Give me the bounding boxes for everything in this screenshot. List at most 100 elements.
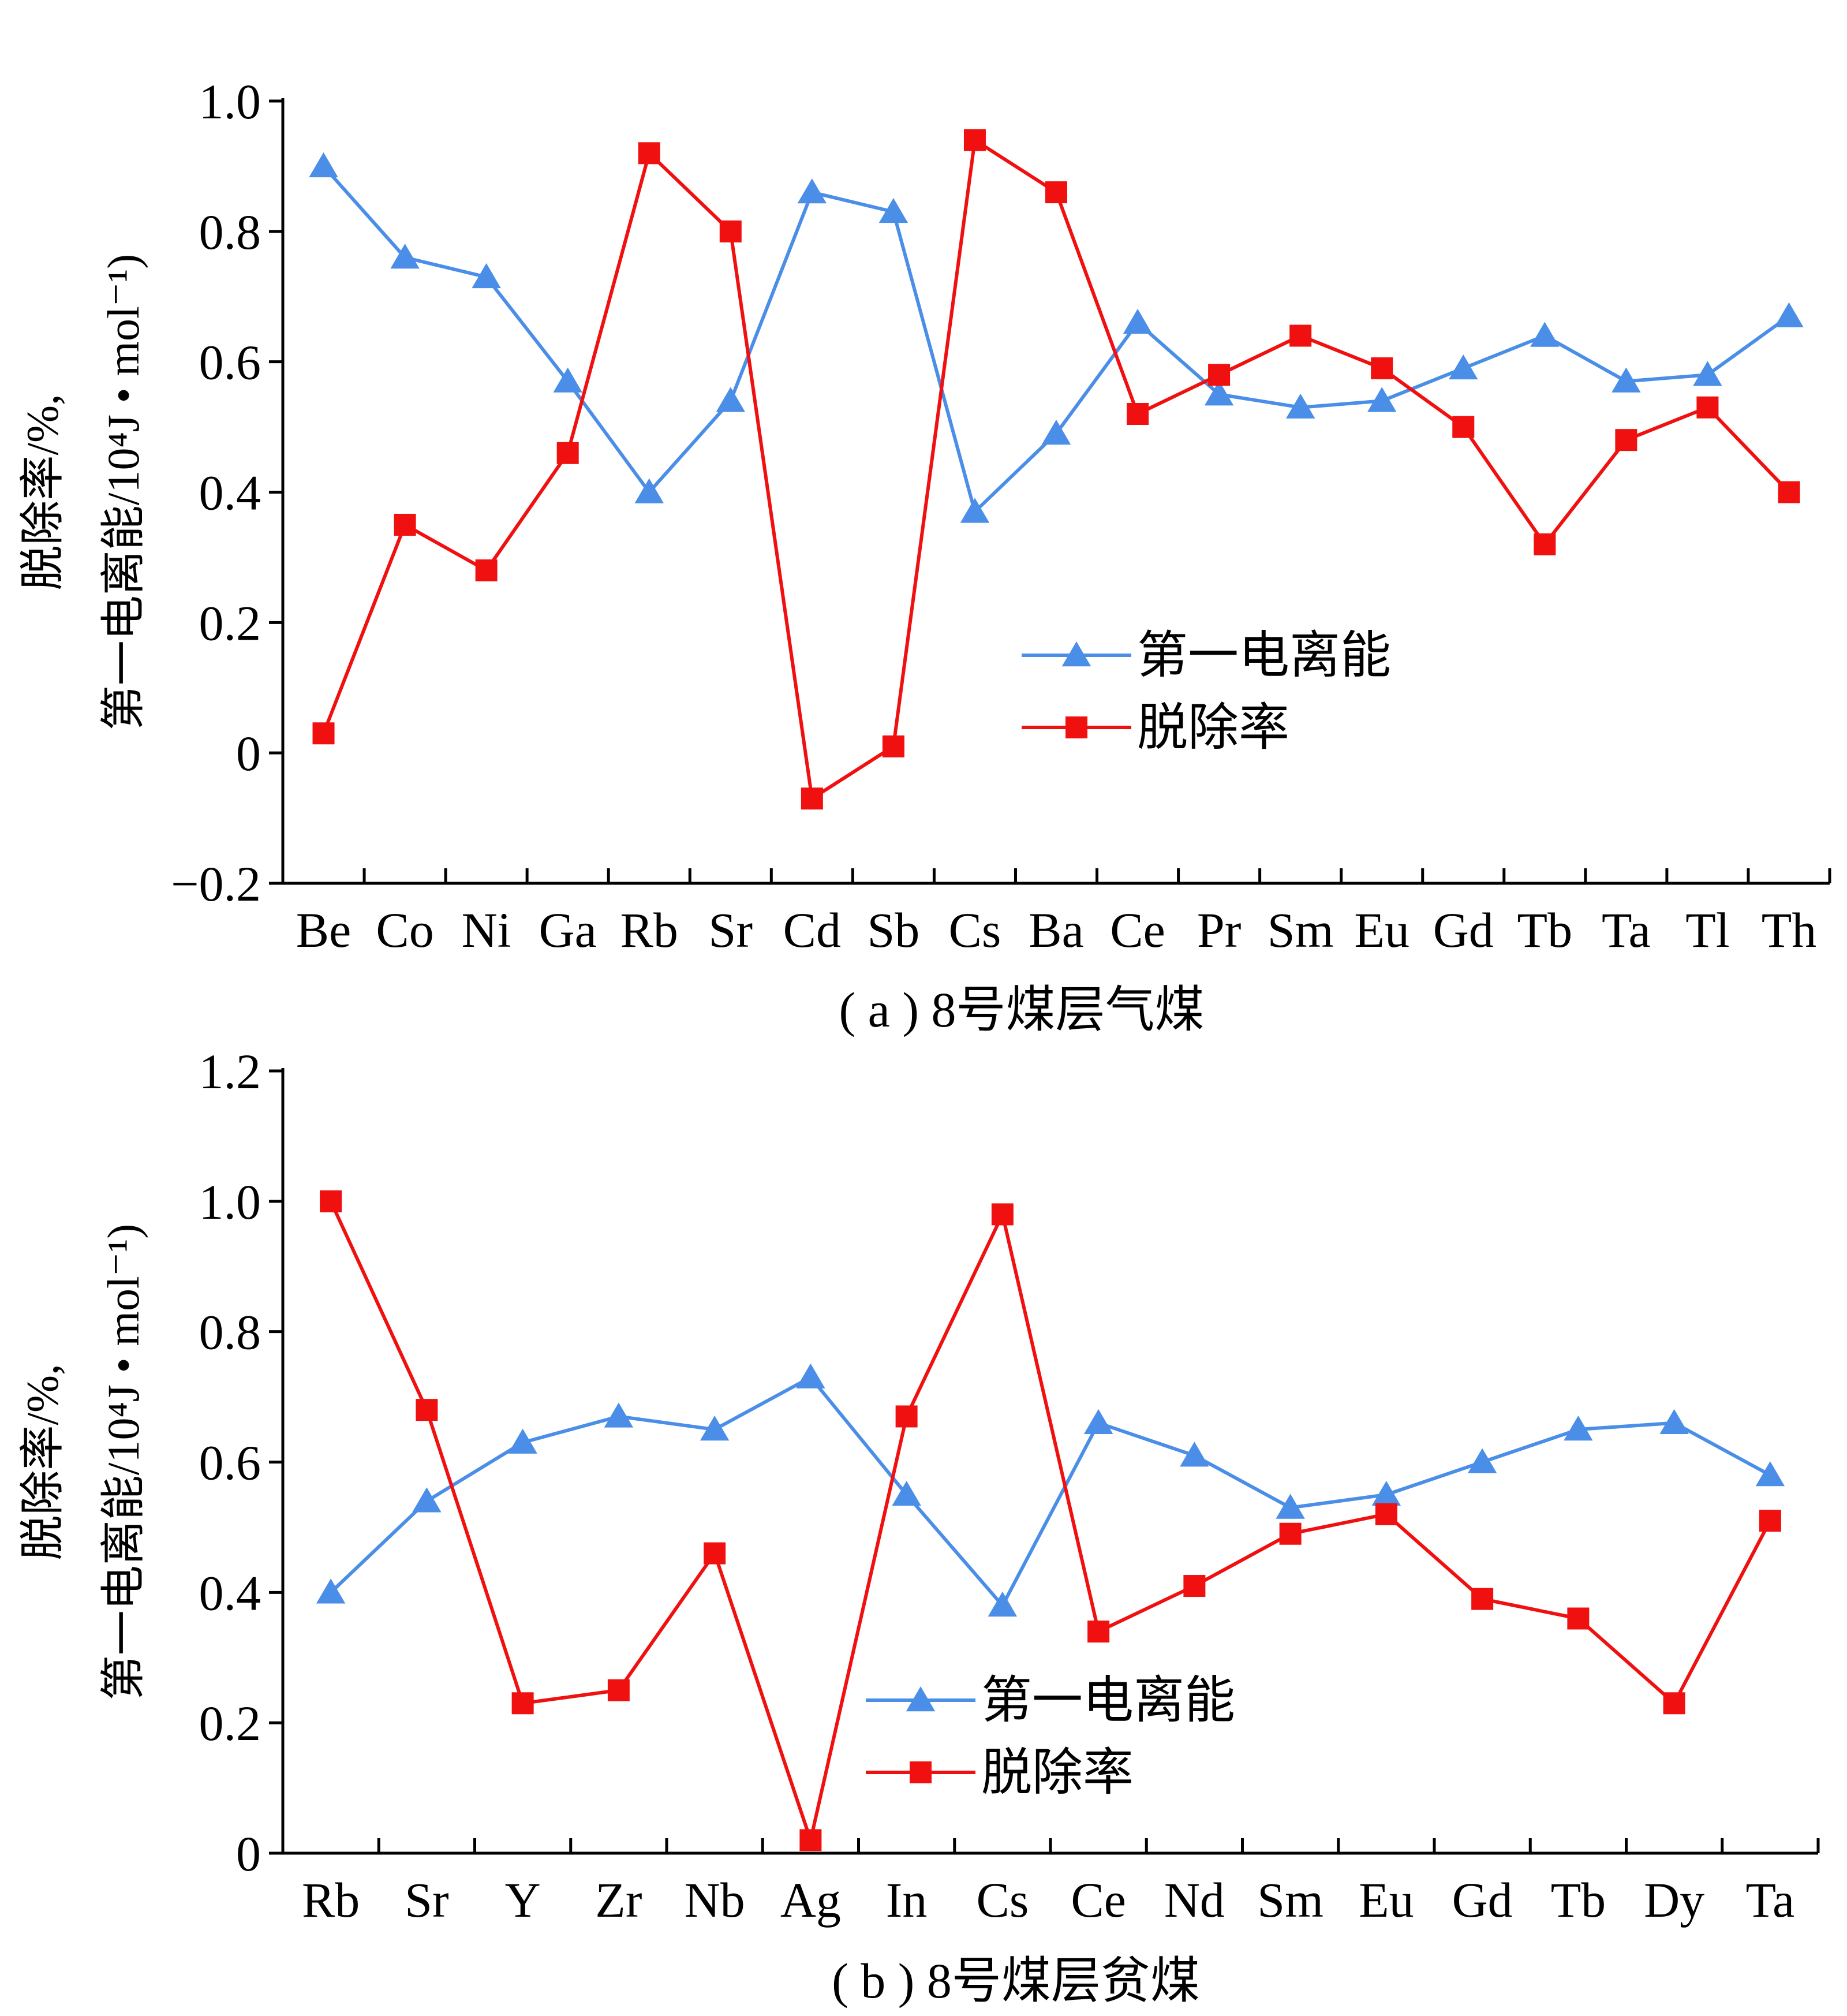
- x-tick-label: In: [886, 1872, 928, 1928]
- x-tick-label: Tb: [1551, 1872, 1606, 1928]
- x-tick-label: Rb: [620, 902, 678, 958]
- data-point-square: [1183, 1575, 1206, 1597]
- y-tick-label: 1.2: [199, 1044, 261, 1099]
- panel-b: 0 0.2 0.4 0.6 0.8 1.0 1.2 Rb Sr Y Zr Nb Ag In Cs Ce Nd Sm…: [17, 1044, 1820, 2008]
- data-point-triangle: [1285, 393, 1315, 419]
- data-point-square: [1696, 396, 1719, 419]
- x-tick-label: Ta: [1602, 902, 1651, 958]
- x-tick-label: Sr: [405, 1872, 448, 1928]
- data-point-triangle: [1755, 1461, 1785, 1487]
- x-tick-label: Nd: [1164, 1872, 1225, 1928]
- series-line-removal: [329, 1200, 1772, 1842]
- x-tick-label: Rb: [302, 1872, 360, 1928]
- legend-label: 脱除率: [1137, 700, 1289, 756]
- data-point-square: [1289, 324, 1312, 347]
- x-tick-label: Sm: [1257, 1872, 1323, 1928]
- data-point-square: [511, 1692, 534, 1715]
- y-tick-label: 0.6: [199, 335, 261, 390]
- data-point-square: [1452, 416, 1475, 438]
- x-tick-label: Co: [376, 902, 433, 958]
- data-point-square: [991, 1203, 1014, 1226]
- data-point-square: [1534, 533, 1556, 555]
- x-tick-label: Gd: [1452, 1872, 1513, 1928]
- legend-label: 第一电离能: [1137, 628, 1391, 684]
- data-point-square: [607, 1679, 630, 1701]
- x-tick-label: Gd: [1433, 902, 1494, 958]
- panel-b-ylabel-line2: 第一电离能/10⁴J • mol⁻¹): [98, 1224, 148, 1700]
- x-tick-label: Cs: [976, 1872, 1029, 1928]
- y-tick-label: 1.0: [199, 1174, 261, 1230]
- data-point-triangle: [1204, 380, 1234, 406]
- data-point-triangle: [1041, 419, 1071, 445]
- x-tick-label: Ni: [462, 902, 511, 958]
- panel-a-series: [309, 129, 1804, 810]
- panel-a-ylabel-line1: 脱除率/%,: [17, 394, 68, 590]
- data-point-square: [799, 1829, 822, 1851]
- x-tick-label: Eu: [1354, 902, 1409, 958]
- data-point-triangle: [1449, 354, 1478, 380]
- data-point-triangle: [508, 1428, 537, 1454]
- data-point-square: [719, 220, 742, 242]
- data-point-triangle: [892, 1480, 921, 1506]
- x-tick-label: Be: [296, 902, 352, 958]
- x-tick-label: Tb: [1517, 902, 1573, 958]
- x-tick-label: Ce: [1110, 902, 1165, 958]
- data-point-triangle: [472, 263, 501, 289]
- data-point-triangle: [797, 178, 827, 204]
- data-point-triangle: [1659, 1409, 1689, 1434]
- data-point-triangle: [316, 1578, 346, 1604]
- data-point-square: [1759, 1510, 1781, 1532]
- y-tick-label: 0: [236, 726, 261, 781]
- data-point-square: [638, 142, 660, 165]
- legend-marker-square: [1065, 716, 1087, 738]
- data-point-triangle: [1083, 1409, 1113, 1434]
- panel-a: −0.2 0 0.2 0.4 0.6 0.8 1.0 Be Co Ni Ga Rb Sr Cd Sb Cs Ba…: [17, 74, 1831, 1037]
- data-point-square: [1615, 429, 1637, 451]
- data-point-triangle: [1693, 361, 1722, 386]
- data-point-triangle: [716, 387, 745, 412]
- series-line-ionization: [330, 1375, 1771, 1607]
- data-point-triangle: [988, 1591, 1018, 1617]
- y-tick-label: 0.6: [199, 1435, 261, 1491]
- data-point-triangle: [553, 367, 582, 393]
- data-point-square: [1567, 1607, 1590, 1630]
- panel-b-series: [316, 1190, 1785, 1851]
- y-tick-label: −0.2: [171, 856, 261, 912]
- data-point-square: [895, 1405, 918, 1428]
- panel-b-ticks: 0 0.2 0.4 0.6 0.8 1.0 1.2 Rb Sr Y Zr Nb Ag In Cs Ce Nd Sm…: [199, 1044, 1820, 1928]
- data-point-square: [1087, 1621, 1110, 1643]
- x-tick-label: Dy: [1644, 1872, 1704, 1928]
- panel-b-axes: [281, 1068, 1818, 1855]
- data-point-square: [1663, 1692, 1685, 1715]
- data-point-square: [475, 559, 498, 581]
- x-tick-label: Sr: [709, 902, 753, 958]
- data-point-triangle: [960, 498, 990, 523]
- data-point-square: [1778, 481, 1800, 503]
- data-point-triangle: [412, 1487, 442, 1513]
- x-tick-label: Eu: [1359, 1872, 1414, 1928]
- data-point-triangle: [1371, 1480, 1401, 1506]
- data-point-square: [882, 735, 904, 757]
- data-point-triangle: [1276, 1494, 1305, 1519]
- data-point-triangle: [390, 244, 420, 269]
- legend-label: 脱除率: [981, 1745, 1134, 1801]
- legend-label: 第一电离能: [981, 1673, 1235, 1729]
- panel-a-caption: ( a ) 8号煤层气煤: [839, 982, 1205, 1037]
- data-point-triangle: [878, 197, 908, 223]
- x-tick-label: Ag: [780, 1872, 841, 1928]
- panel-a-ticks: −0.2 0 0.2 0.4 0.6 0.8 1.0 Be Co Ni Ga Rb Sr Cd Sb Cs Ba…: [171, 74, 1831, 958]
- x-tick-label: Ce: [1071, 1872, 1126, 1928]
- y-tick-label: 0.4: [199, 465, 261, 521]
- data-point-triangle: [1612, 367, 1641, 393]
- x-tick-label: Ta: [1746, 1872, 1795, 1928]
- data-point-square: [1471, 1588, 1494, 1610]
- x-tick-label: Y: [505, 1872, 541, 1928]
- data-point-triangle: [700, 1416, 730, 1441]
- series-line-ionization: [322, 165, 1790, 514]
- legend-marker-triangle: [1061, 641, 1091, 667]
- y-tick-label: 1.0: [199, 74, 261, 129]
- y-tick-label: 0.8: [199, 204, 261, 260]
- data-point-triangle: [309, 152, 338, 178]
